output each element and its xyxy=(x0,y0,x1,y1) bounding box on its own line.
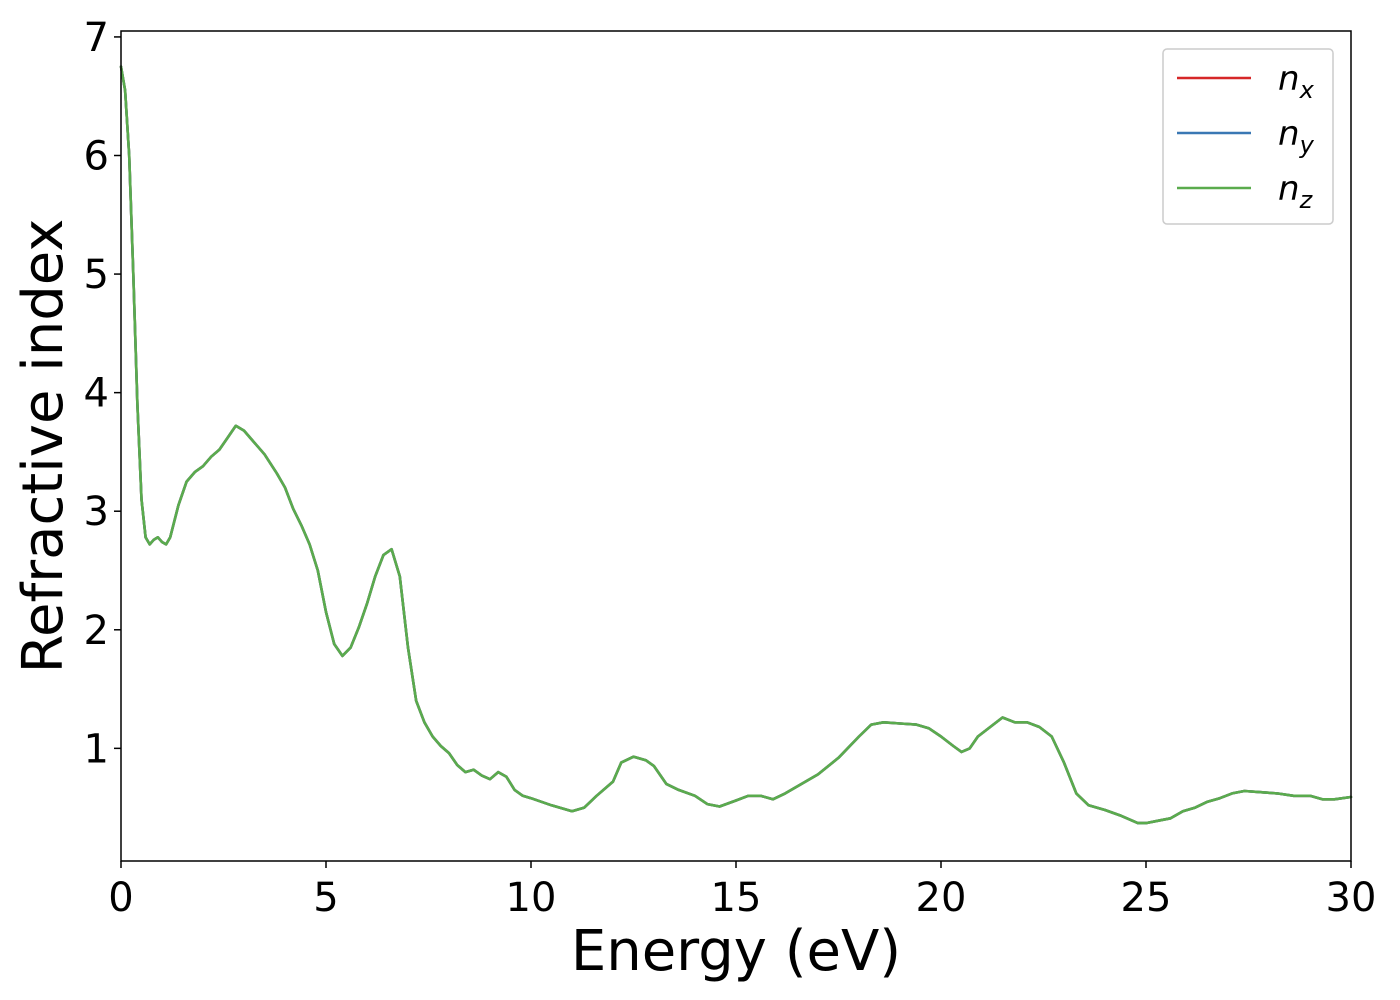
y-tick-label: 3 xyxy=(84,489,109,535)
x-tick-label: 30 xyxy=(1326,875,1377,921)
legend: nx ny nz xyxy=(1162,48,1334,225)
legend-box xyxy=(1162,48,1334,225)
y-axis-title: Refractive index xyxy=(11,219,76,674)
x-tick-label: 10 xyxy=(506,875,557,921)
y-tick-label: 2 xyxy=(84,608,109,654)
x-tick-label: 20 xyxy=(916,875,967,921)
y-tick-label: 1 xyxy=(84,726,109,772)
y-tick-label: 6 xyxy=(84,134,109,180)
legend-label-ny: ny xyxy=(1278,114,1315,159)
legend-label-nx: nx xyxy=(1278,59,1315,104)
y-axis-ticks: 1 2 3 4 5 6 7 xyxy=(84,15,121,772)
x-tick-label: 5 xyxy=(313,875,338,921)
legend-label-nz: nz xyxy=(1278,169,1314,214)
x-tick-label: 25 xyxy=(1121,875,1172,921)
x-axis-ticks: 0 5 10 15 20 25 30 xyxy=(108,861,1376,921)
y-tick-label: 5 xyxy=(84,252,109,298)
series-line-nz xyxy=(119,65,1353,825)
y-tick-label: 4 xyxy=(84,371,109,417)
y-tick-label: 7 xyxy=(84,15,109,61)
plot-lines xyxy=(119,65,1353,825)
x-axis-title: Energy (eV) xyxy=(571,919,901,984)
x-tick-label: 15 xyxy=(711,875,762,921)
x-tick-label: 0 xyxy=(108,875,133,921)
